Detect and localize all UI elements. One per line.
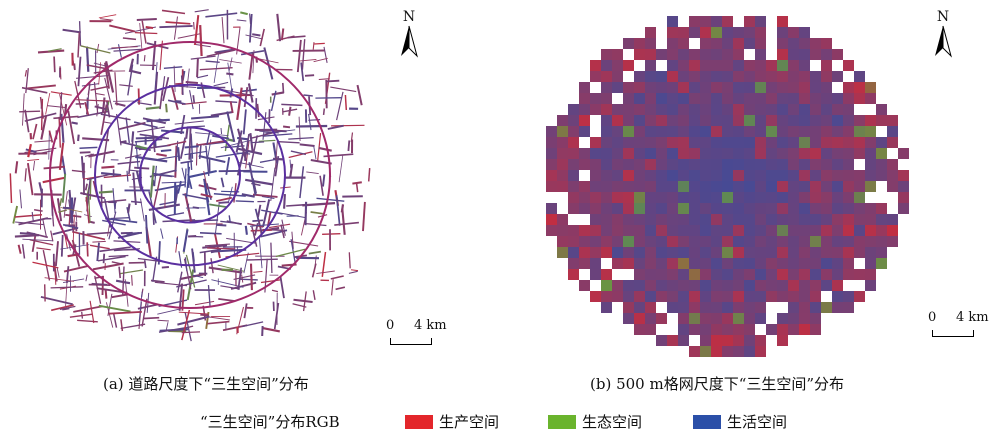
- scale-bar-a: 0 4 km: [386, 318, 466, 348]
- legend-label: 生态空间: [582, 413, 643, 431]
- legend-item-ecology: 生态空间: [548, 411, 642, 432]
- scale-distance-label: 4 km: [414, 318, 447, 333]
- scale-distance-label: 4 km: [956, 310, 989, 325]
- north-arrow-icon: [401, 25, 418, 58]
- scale-bar-b: 0 4 km: [928, 310, 1000, 340]
- legend: “三生空间”分布RGB 生产空间 生态空间 生活空间: [0, 408, 1000, 432]
- north-arrow-icon: [935, 25, 952, 58]
- panel-b-caption: (b) 500 m格网尺度下“三生空间”分布: [590, 375, 845, 393]
- legend-swatch: [693, 415, 721, 429]
- legend-title: “三生空间”分布RGB: [200, 413, 340, 431]
- legend-label: 生活空间: [727, 413, 788, 431]
- legend-swatch: [405, 415, 433, 429]
- road-map: [9, 9, 371, 342]
- legend-label: 生产空间: [439, 413, 500, 431]
- road-map-panel: [0, 0, 380, 370]
- grid-map-panel: [535, 5, 925, 360]
- scale-zero-label: 0: [386, 318, 395, 333]
- scale-zero-label: 0: [928, 310, 937, 325]
- legend-item-production: 生产空间: [405, 411, 499, 432]
- north-arrow-a: N: [398, 10, 420, 62]
- scale-bar: [390, 338, 432, 345]
- north-label: N: [402, 9, 416, 25]
- north-label: N: [936, 9, 950, 25]
- legend-item-living: 生活空间: [693, 411, 787, 432]
- north-arrow-b: N: [932, 10, 954, 62]
- panel-a-caption: (a) 道路尺度下“三生空间”分布: [103, 375, 309, 393]
- scale-bar: [932, 330, 974, 337]
- grid-cells: [546, 16, 909, 357]
- road-network: [9, 9, 371, 342]
- grid-map: [546, 16, 909, 357]
- legend-swatch: [548, 415, 576, 429]
